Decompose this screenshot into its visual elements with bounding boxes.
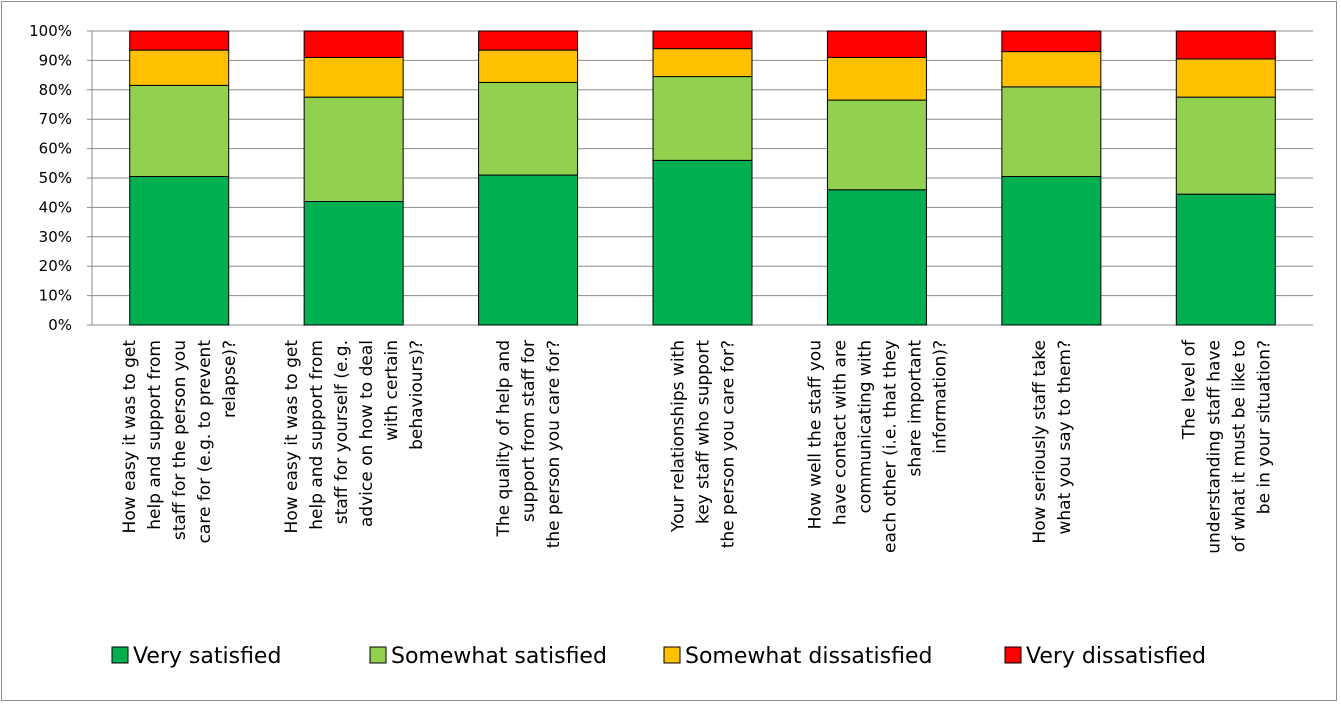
category-label-line: information)? bbox=[930, 340, 950, 454]
category-label-line: behaviours)? bbox=[407, 340, 427, 450]
bar-segment-somewhat-dissatisfied bbox=[652, 48, 753, 78]
category-label-text: The quality of help and support from staf… bbox=[494, 340, 564, 548]
bar-segment-somewhat-dissatisfied bbox=[129, 49, 230, 86]
y-tick-label: 10% bbox=[39, 287, 72, 305]
category-label: Your relationships with key staff who sup… bbox=[669, 340, 739, 549]
bar-segment-somewhat-satisfied bbox=[478, 81, 579, 176]
bar-segment-somewhat-satisfied bbox=[826, 99, 927, 191]
category-label-line: with certain bbox=[382, 340, 402, 441]
category-label-line: each other (i.e. that they bbox=[880, 340, 900, 553]
category-label-line: of what it must be like to bbox=[1229, 340, 1249, 552]
category-label-text: How easy it was to get help and support f… bbox=[120, 340, 240, 544]
legend: Very satisfied Somewhat satisfied Somewhat… bbox=[111, 644, 1206, 669]
y-tick-label: 90% bbox=[39, 51, 72, 69]
bar-segment-very-satisfied bbox=[478, 174, 579, 326]
bar-segment-somewhat-satisfied bbox=[652, 76, 753, 161]
bar-segment-somewhat-satisfied bbox=[1001, 86, 1102, 178]
bar-segment-very-dissatisfied bbox=[129, 30, 230, 51]
category-label-text: The level of understanding staff have of w… bbox=[1179, 339, 1274, 554]
category-label-line: advice on how to deal bbox=[357, 340, 377, 527]
category-label-line: help and support from bbox=[307, 340, 327, 530]
bar-segment-somewhat-dissatisfied bbox=[478, 49, 579, 83]
category-label: The level of understanding staff have of w… bbox=[1179, 339, 1274, 554]
category-label-text: How well the staff you have contact with … bbox=[805, 340, 950, 553]
bar-segment-very-dissatisfied bbox=[1175, 30, 1276, 60]
bars bbox=[129, 30, 1276, 326]
bar-segment-very-dissatisfied bbox=[478, 30, 579, 51]
category-label-line: share important bbox=[905, 340, 925, 477]
bar-segment-very-satisfied bbox=[1175, 193, 1276, 326]
category-label-line: what you say to them? bbox=[1055, 340, 1075, 535]
category-label-line: Your relationships with bbox=[669, 340, 689, 533]
y-tick-label: 0% bbox=[48, 316, 72, 334]
category-label-line: relapse)? bbox=[220, 340, 240, 418]
bar-segment-somewhat-satisfied bbox=[1175, 96, 1276, 195]
bar-segment-very-satisfied bbox=[826, 189, 927, 326]
category-label-line: help and support from bbox=[145, 340, 165, 530]
y-tick-label: 100% bbox=[29, 22, 72, 40]
bar-segment-very-satisfied bbox=[1001, 176, 1102, 326]
legend-swatch bbox=[1004, 646, 1022, 664]
axes: 0% 10% 20% 30% 40% 50% 60% 70% 80% 90% 100% bbox=[29, 22, 93, 334]
y-tick-label: 30% bbox=[39, 228, 72, 246]
bar-segment-very-dissatisfied bbox=[303, 30, 404, 58]
category-label: The quality of help and support from staf… bbox=[494, 340, 564, 548]
category-label-text: How seriously staff take what you say to … bbox=[1030, 340, 1075, 544]
bar-segment-very-satisfied bbox=[303, 201, 404, 326]
y-tick-label: 20% bbox=[39, 257, 72, 275]
y-tick-label: 80% bbox=[39, 81, 72, 99]
category-label-line: How easy it was to get bbox=[282, 340, 302, 534]
legend-label: Somewhat dissatisfied bbox=[685, 644, 932, 669]
category-label-line: care for (e.g. to prevent bbox=[195, 340, 215, 544]
category-label-line: staff for the person you bbox=[170, 340, 190, 540]
bar-segment-somewhat-satisfied bbox=[129, 84, 230, 178]
category-label-line: staff for yourself (e.g. bbox=[332, 340, 352, 524]
category-label: How seriously staff take what you say to … bbox=[1030, 340, 1075, 544]
category-label-line: support from staff for bbox=[519, 340, 539, 522]
y-tick-label: 60% bbox=[39, 140, 72, 158]
bar-segment-somewhat-dissatisfied bbox=[303, 56, 404, 98]
legend-swatch bbox=[369, 646, 387, 664]
category-label-line: How easy it was to get bbox=[120, 340, 140, 534]
bar-segment-somewhat-satisfied bbox=[303, 96, 404, 203]
y-tick-label: 40% bbox=[39, 198, 72, 216]
category-label-line: The quality of help and bbox=[494, 340, 514, 538]
bar-segment-very-satisfied bbox=[652, 159, 753, 326]
category-label: How easy it was to get help and support f… bbox=[282, 340, 427, 534]
bar-segment-somewhat-dissatisfied bbox=[826, 56, 927, 101]
y-tick-label: 50% bbox=[39, 169, 72, 187]
category-label: How easy it was to get help and support f… bbox=[120, 340, 240, 544]
category-label: How well the staff you have contact with … bbox=[805, 340, 950, 553]
bar-segment-very-dissatisfied bbox=[826, 30, 927, 58]
bar-segment-very-dissatisfied bbox=[1001, 30, 1102, 53]
category-label-line: How well the staff you bbox=[805, 340, 825, 529]
category-label-line: understanding staff have bbox=[1204, 340, 1224, 554]
legend-swatch bbox=[111, 646, 129, 664]
legend-label: Very satisfied bbox=[133, 644, 281, 669]
category-label-line: the person you care for? bbox=[544, 340, 564, 548]
legend-swatch bbox=[663, 646, 681, 664]
y-tick-label: 70% bbox=[39, 110, 72, 128]
category-label-line: have contact with are bbox=[830, 340, 850, 525]
bar-segment-somewhat-dissatisfied bbox=[1001, 51, 1102, 88]
category-label-text: Your relationships with key staff who sup… bbox=[669, 340, 739, 549]
category-label-line: The level of bbox=[1179, 339, 1199, 440]
category-label-text: How easy it was to get help and support f… bbox=[282, 340, 427, 534]
bar-segment-very-dissatisfied bbox=[652, 30, 753, 50]
bar-segment-somewhat-dissatisfied bbox=[1175, 58, 1276, 98]
category-label-line: communicating with bbox=[855, 340, 875, 513]
category-label-line: How seriously staff take bbox=[1030, 340, 1050, 544]
legend-label: Very dissatisfied bbox=[1026, 644, 1206, 669]
category-label-line: the person you care for? bbox=[719, 340, 739, 548]
category-labels: How easy it was to get help and support f… bbox=[120, 339, 1274, 554]
category-label-line: be in your situation? bbox=[1254, 340, 1274, 514]
legend-label: Somewhat satisfied bbox=[391, 644, 607, 669]
bar-segment-very-satisfied bbox=[129, 176, 230, 326]
category-label-line: key staff who support bbox=[694, 340, 714, 524]
